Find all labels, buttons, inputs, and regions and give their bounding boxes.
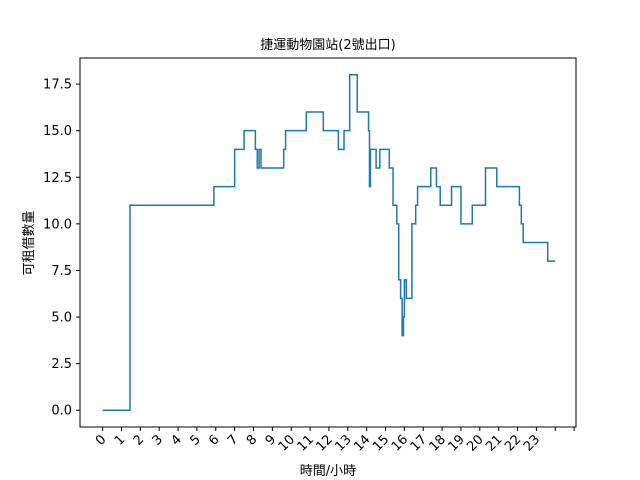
- y-axis-label: 可租借數量: [22, 210, 37, 275]
- x-tick-label: 2: [131, 432, 147, 448]
- x-tick-label: 0: [93, 432, 109, 448]
- x-tick-label: 7: [225, 432, 241, 448]
- y-tick-label: 0.0: [51, 404, 72, 419]
- y-tick-label: 12.5: [43, 171, 72, 186]
- y-tick-label: 7.5: [51, 264, 72, 279]
- plot-area: [102, 74, 556, 411]
- x-tick-label: 6: [206, 432, 222, 448]
- y-tick-label: 15.0: [43, 124, 72, 139]
- y-axis-ticks: 0.0 2.5 5.0 7.5 10.0 12.5 15.0 17.5: [43, 78, 80, 419]
- x-tick-label: 1: [112, 432, 128, 448]
- x-tick-label: 3: [150, 432, 166, 448]
- x-axis-label: 時間/小時: [300, 464, 356, 479]
- x-tick-label: 8: [244, 432, 260, 448]
- y-tick-label: 2.5: [51, 357, 72, 372]
- y-tick-label: 10.0: [43, 217, 72, 232]
- plot-frame: [79, 57, 577, 428]
- series-line-0: [102, 74, 556, 411]
- chart-title: 捷運動物園站(2號出口): [260, 38, 395, 53]
- x-tick-label: 23: [521, 432, 543, 454]
- x-tick-label: 5: [187, 432, 203, 448]
- y-tick-label: 5.0: [51, 311, 72, 326]
- x-tick-label: 4: [168, 432, 184, 448]
- y-tick-label: 17.5: [43, 78, 72, 93]
